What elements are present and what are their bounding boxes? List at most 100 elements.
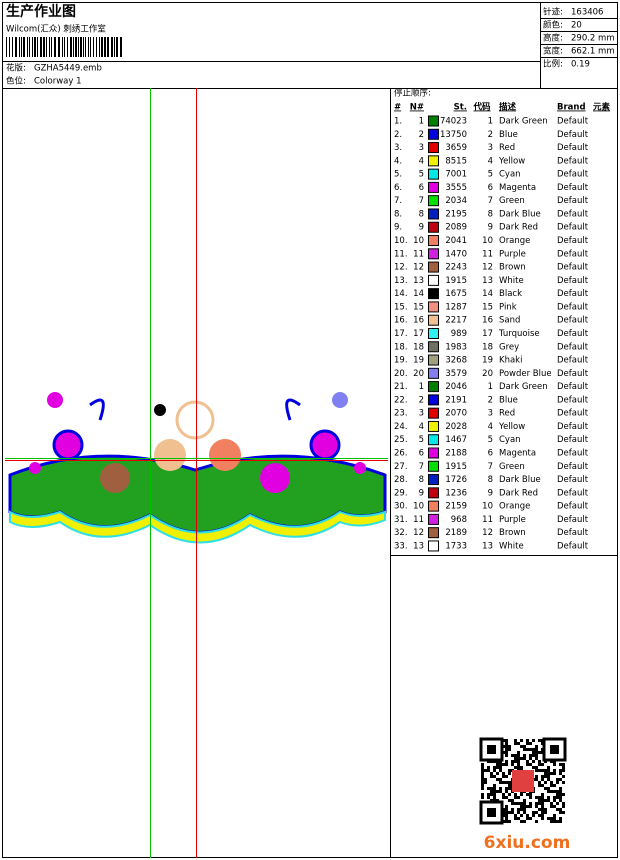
qr-cell <box>508 748 511 751</box>
qr-cell <box>493 793 496 796</box>
qr-cell <box>547 766 550 769</box>
cell-description: Pink <box>499 302 517 312</box>
bar <box>49 37 50 57</box>
qr-cell <box>559 820 562 823</box>
qr-cell <box>562 781 565 784</box>
bar <box>107 37 109 57</box>
qr-cell <box>505 820 508 823</box>
qr-cell <box>562 793 565 796</box>
qr-cell <box>499 766 502 769</box>
cell-description: Powder Blue <box>499 369 552 379</box>
qr-cell <box>481 781 484 784</box>
qr-cell <box>541 799 544 802</box>
cell-code: 4 <box>488 156 493 166</box>
cell-brand: Default <box>557 183 589 193</box>
cell-index: 5. <box>394 170 402 180</box>
colorway-label: 色位: <box>6 76 26 87</box>
qr-cell <box>562 802 565 805</box>
cell-index: 12. <box>394 263 408 273</box>
qr-cell <box>499 781 502 784</box>
qr-cell <box>502 763 505 766</box>
color-swatch <box>428 460 439 472</box>
cell-index: 4. <box>394 156 402 166</box>
qr-cell <box>535 748 538 751</box>
qr-finder <box>487 745 496 754</box>
qr-cell <box>517 751 520 754</box>
qr-cell <box>559 787 562 790</box>
qr-cell <box>538 808 541 811</box>
cell-description: Grey <box>499 342 519 352</box>
qr-cell <box>529 805 532 808</box>
cell-code: 10 <box>482 502 493 512</box>
qr-cell <box>496 790 499 793</box>
qr-cell <box>481 766 484 769</box>
qr-cell <box>562 763 565 766</box>
qr-cell <box>559 769 562 772</box>
color-swatch <box>428 381 439 393</box>
bar <box>67 37 68 57</box>
qr-cell <box>508 820 511 823</box>
qr-cell <box>526 814 529 817</box>
cell-code: 13 <box>482 276 493 286</box>
cell-code: 7 <box>488 462 493 472</box>
qr-cell <box>505 817 508 820</box>
qr-cell <box>529 796 532 799</box>
color-swatch <box>428 540 439 552</box>
info-value: 662.1 mm <box>571 47 615 57</box>
cell-st: 13750 <box>440 130 467 140</box>
qr-cell <box>535 805 538 808</box>
cell-brand: Default <box>557 143 589 153</box>
cell-n: 7 <box>419 196 424 206</box>
cell-brand: Default <box>557 130 589 140</box>
qr-cell <box>547 796 550 799</box>
qr-cell <box>538 796 541 799</box>
qr-cell <box>562 811 565 814</box>
cell-st: 1726 <box>445 475 467 485</box>
qr-cell <box>547 778 550 781</box>
qr-cell <box>520 757 523 760</box>
qr-cell <box>538 763 541 766</box>
cell-index: 30. <box>394 502 408 512</box>
qr-cell <box>553 772 556 775</box>
qr-cell <box>550 781 553 784</box>
cell-n: 18 <box>413 342 424 352</box>
qr-cell <box>535 802 538 805</box>
cell-index: 2. <box>394 130 402 140</box>
bar <box>111 37 113 57</box>
qr-cell <box>538 784 541 787</box>
cell-brand: Default <box>557 528 589 538</box>
qr-cell <box>550 817 553 820</box>
qr-cell <box>493 766 496 769</box>
cell-st: 1287 <box>445 302 467 312</box>
qr-cell <box>544 799 547 802</box>
qr-cell <box>526 760 529 763</box>
qr-cell <box>523 811 526 814</box>
cell-brand: Default <box>557 223 589 233</box>
column-header: 描述 <box>499 102 517 113</box>
qr-cell <box>505 796 508 799</box>
qr-cell <box>517 811 520 814</box>
cell-st: 2195 <box>445 209 467 219</box>
qr-cell <box>493 787 496 790</box>
info-label: 针迹: <box>543 7 563 18</box>
bar <box>99 37 100 57</box>
qr-cell <box>559 790 562 793</box>
bar <box>70 37 72 57</box>
cell-st: 1236 <box>445 488 467 498</box>
column-header: Brand <box>557 103 586 113</box>
qr-cell <box>487 793 490 796</box>
cell-index: 29. <box>394 488 408 498</box>
cell-code: 2 <box>488 130 493 140</box>
qr-cell <box>481 775 484 778</box>
cell-description: Orange <box>499 502 530 512</box>
qr-cell <box>559 799 562 802</box>
cell-description: Magenta <box>499 449 536 459</box>
cell-n: 16 <box>413 316 424 326</box>
qr-cell <box>523 820 526 823</box>
qr-cell <box>562 775 565 778</box>
cell-code: 13 <box>482 541 493 551</box>
bar <box>54 37 56 57</box>
color-swatch <box>428 341 439 353</box>
qr-cell <box>505 742 508 745</box>
